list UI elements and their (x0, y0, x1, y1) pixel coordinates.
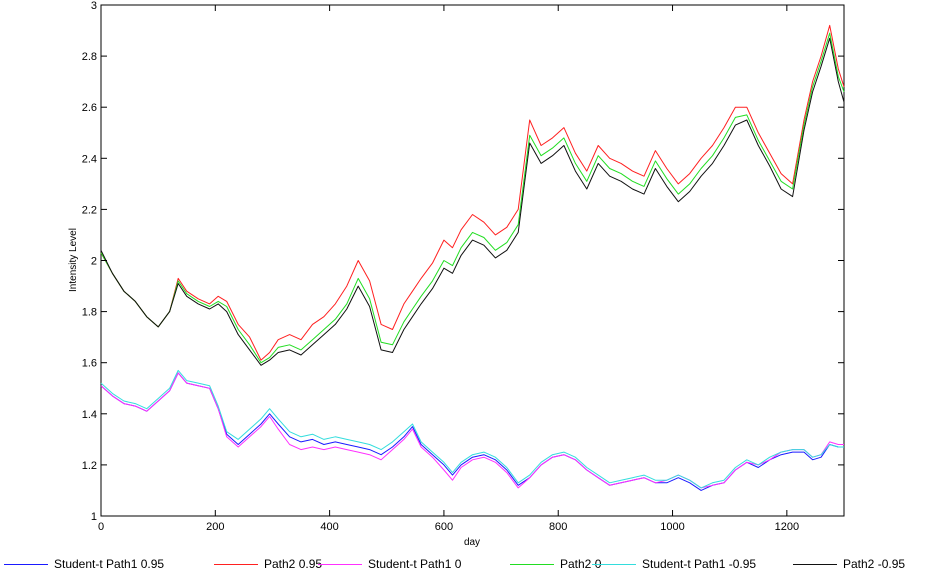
series-line-5 (100, 37, 845, 366)
legend-swatch (592, 563, 636, 565)
y-tick-label: 2.2 (82, 204, 97, 216)
x-tick-label: 800 (549, 521, 567, 533)
series-layer (100, 24, 845, 491)
series-line-3 (100, 32, 845, 364)
y-tick-label: 2.6 (82, 102, 97, 114)
y-tick-label: 2 (91, 256, 97, 268)
legend-swatch (510, 563, 554, 565)
legend-label: Path2 -0.95 (843, 557, 906, 571)
x-tick-label: 400 (320, 521, 338, 533)
x-tick-label: 1200 (775, 521, 799, 533)
y-tick-label: 3 (91, 0, 97, 12)
plot-area (100, 4, 845, 517)
y-tick-label: 2.8 (82, 51, 97, 63)
legend-swatch (793, 563, 837, 565)
y-tick-label: 1.8 (82, 307, 97, 319)
x-tick-label: 0 (98, 521, 104, 533)
legend-swatch (214, 563, 258, 565)
y-tick-label: 1 (91, 511, 97, 523)
y-axis-label: Intensity Level (68, 228, 79, 292)
series-line-1 (100, 24, 845, 361)
legend-item: Path2 -0.95 (793, 554, 905, 574)
legend-swatch (4, 563, 48, 565)
y-tick-label: 2.4 (82, 153, 97, 165)
legend-item: Student-t Path1 -0.95 (592, 554, 756, 574)
y-tick-label: 1.4 (82, 409, 97, 421)
legend-item: Path2 0.95 (214, 554, 322, 574)
legend-item: Student-t Path1 0 (318, 554, 461, 574)
legend: Student-t Path1 0.95 Path2 0.95 Student-t … (0, 554, 932, 574)
legend-label: Path2 0.95 (264, 557, 323, 571)
series-line-4 (100, 369, 844, 489)
legend-item: Path2 0 (510, 554, 601, 574)
line-chart: 0 200 400 600 800 1000 1200 1 1.2 1.4 1.6 1.8 2 2.2 2.… (68, 0, 845, 548)
tick-layer: 0 200 400 600 800 1000 1200 1 1.2 1.4 1.6 1.8 2 2.2 2.… (82, 0, 844, 533)
series-line-2 (100, 372, 844, 489)
legend-swatch (318, 563, 362, 565)
legend-label: Path2 0 (560, 557, 602, 571)
y-tick-label: 1.6 (82, 358, 97, 370)
x-tick-label: 200 (206, 521, 224, 533)
legend-item: Student-t Path1 0.95 (4, 554, 164, 574)
x-tick-label: 600 (435, 521, 453, 533)
legend-label: Student-t Path1 -0.95 (642, 557, 757, 571)
legend-label: Student-t Path1 0.95 (54, 557, 165, 571)
x-tick-label: 1000 (660, 521, 684, 533)
y-tick-label: 1.2 (82, 460, 97, 472)
legend-label: Student-t Path1 0 (368, 557, 462, 571)
x-axis-label: day (464, 537, 480, 548)
